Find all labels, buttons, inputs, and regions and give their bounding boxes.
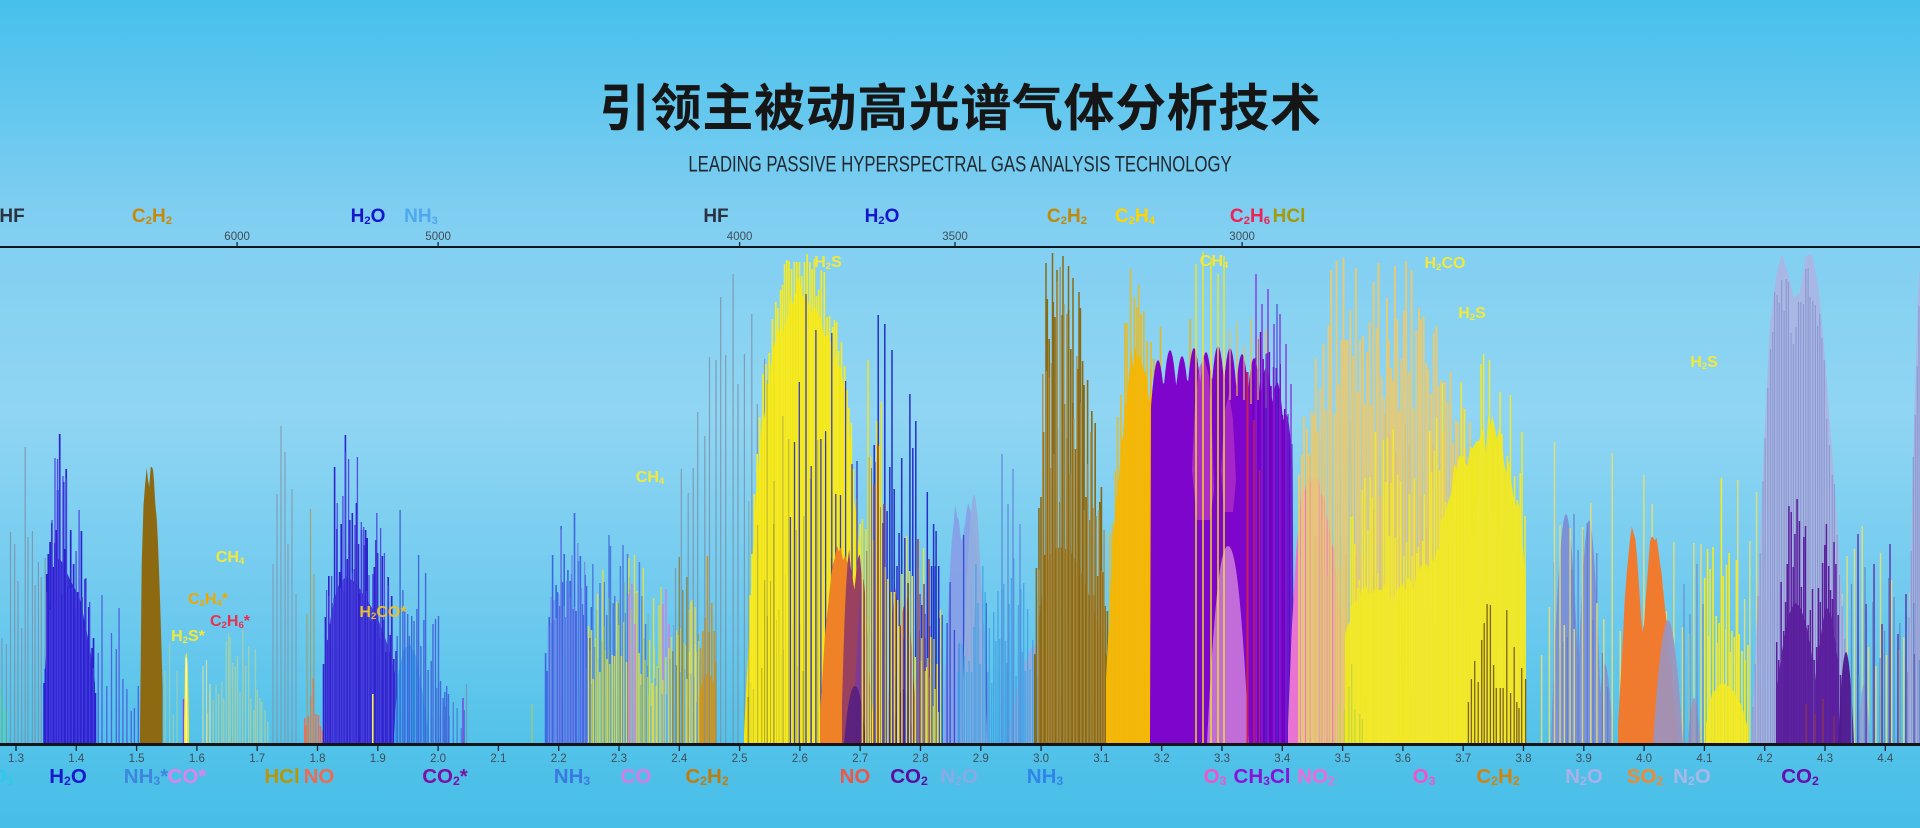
svg-text:N2O: N2O [1565, 765, 1603, 788]
svg-text:3.9: 3.9 [1576, 753, 1592, 765]
svg-text:NO: NO [304, 765, 335, 788]
svg-text:H2O: H2O [865, 206, 900, 227]
svg-text:C2H4*: C2H4* [188, 591, 229, 609]
svg-text:H2S: H2S [814, 254, 842, 272]
svg-text:4.3: 4.3 [1817, 753, 1833, 765]
svg-text:2.8: 2.8 [913, 753, 929, 765]
svg-text:NH3: NH3 [404, 206, 438, 227]
svg-text:C2H2: C2H2 [1047, 206, 1087, 227]
svg-text:CH4: CH4 [216, 549, 245, 567]
svg-text:C2H6*: C2H6* [210, 613, 251, 631]
svg-text:2.1: 2.1 [490, 753, 506, 765]
svg-text:NH3*: NH3* [124, 765, 168, 788]
svg-text:2.3: 2.3 [611, 753, 627, 765]
svg-text:HF: HF [703, 206, 728, 227]
svg-text:3.3: 3.3 [1214, 753, 1230, 765]
svg-text:NH3: NH3 [1027, 765, 1064, 788]
svg-text:3.5: 3.5 [1335, 753, 1351, 765]
svg-text:6000: 6000 [224, 231, 250, 243]
svg-text:CH4: CH4 [1200, 253, 1229, 271]
svg-text:3.4: 3.4 [1274, 753, 1291, 765]
svg-text:NO: NO [840, 765, 871, 788]
svg-text:4.0: 4.0 [1636, 753, 1652, 765]
svg-text:CO2: CO2 [1781, 765, 1819, 788]
svg-text:H2CO: H2CO [1425, 255, 1466, 273]
svg-text:N2O: N2O [940, 765, 978, 788]
svg-text:3.6: 3.6 [1395, 753, 1411, 765]
svg-text:CO2: CO2 [890, 765, 928, 788]
svg-text:H2O: H2O [49, 765, 87, 788]
svg-text:2.4: 2.4 [671, 753, 688, 765]
svg-text:H2S*: H2S* [171, 628, 206, 646]
svg-text:3.0: 3.0 [1033, 753, 1049, 765]
svg-text:CO2*: CO2* [422, 765, 468, 788]
svg-text:C2H4: C2H4 [1115, 206, 1156, 227]
svg-text:CH3Cl: CH3Cl [1234, 765, 1291, 788]
svg-text:3.8: 3.8 [1516, 753, 1532, 765]
svg-text:4.4: 4.4 [1877, 753, 1894, 765]
svg-text:1.8: 1.8 [310, 753, 326, 765]
svg-text:2.6: 2.6 [792, 753, 808, 765]
svg-text:2.7: 2.7 [852, 753, 868, 765]
svg-text:3.7: 3.7 [1455, 753, 1471, 765]
svg-text:HCl: HCl [1273, 206, 1306, 227]
svg-text:H2CO*: H2CO* [359, 604, 407, 622]
svg-text:1.7: 1.7 [249, 753, 265, 765]
svg-text:N2O: N2O [1673, 765, 1711, 788]
svg-text:2.9: 2.9 [973, 753, 989, 765]
svg-text:4000: 4000 [727, 231, 753, 243]
svg-text:3.2: 3.2 [1154, 753, 1170, 765]
svg-text:3500: 3500 [942, 231, 968, 243]
svg-text:C2H2: C2H2 [132, 206, 172, 227]
svg-text:C2H6: C2H6 [1230, 206, 1270, 227]
svg-text:H2O: H2O [351, 206, 386, 227]
svg-text:CH4: CH4 [636, 469, 665, 487]
svg-text:NH3: NH3 [554, 765, 591, 788]
svg-text:1.4: 1.4 [68, 753, 85, 765]
svg-text:1.3: 1.3 [8, 753, 24, 765]
svg-text:5000: 5000 [425, 231, 451, 243]
svg-text:1.5: 1.5 [129, 753, 145, 765]
svg-text:2.0: 2.0 [430, 753, 446, 765]
svg-text:1.9: 1.9 [370, 753, 386, 765]
svg-text:C2H2: C2H2 [685, 765, 728, 788]
svg-text:SO2: SO2 [1627, 765, 1664, 788]
svg-text:CO*: CO* [168, 765, 207, 788]
svg-text:4.2: 4.2 [1757, 753, 1773, 765]
svg-text:3000: 3000 [1229, 231, 1255, 243]
svg-text:3.1: 3.1 [1093, 753, 1109, 765]
svg-text:4.1: 4.1 [1696, 753, 1712, 765]
svg-text:H2S: H2S [1458, 305, 1486, 323]
svg-text:LEADING PASSIVE HYPERSPECTRAL: LEADING PASSIVE HYPERSPECTRAL GAS ANALYS… [688, 152, 1231, 177]
svg-text:1.6: 1.6 [189, 753, 205, 765]
svg-text:C2H2: C2H2 [1476, 765, 1519, 788]
svg-text:HF: HF [0, 206, 25, 227]
svg-text:HCl: HCl [264, 765, 299, 788]
svg-text:NO2: NO2 [1297, 765, 1335, 788]
svg-text:2.2: 2.2 [551, 753, 567, 765]
svg-text:H2S: H2S [1690, 354, 1718, 372]
svg-text:2.5: 2.5 [732, 753, 748, 765]
svg-text:CO: CO [621, 765, 652, 788]
